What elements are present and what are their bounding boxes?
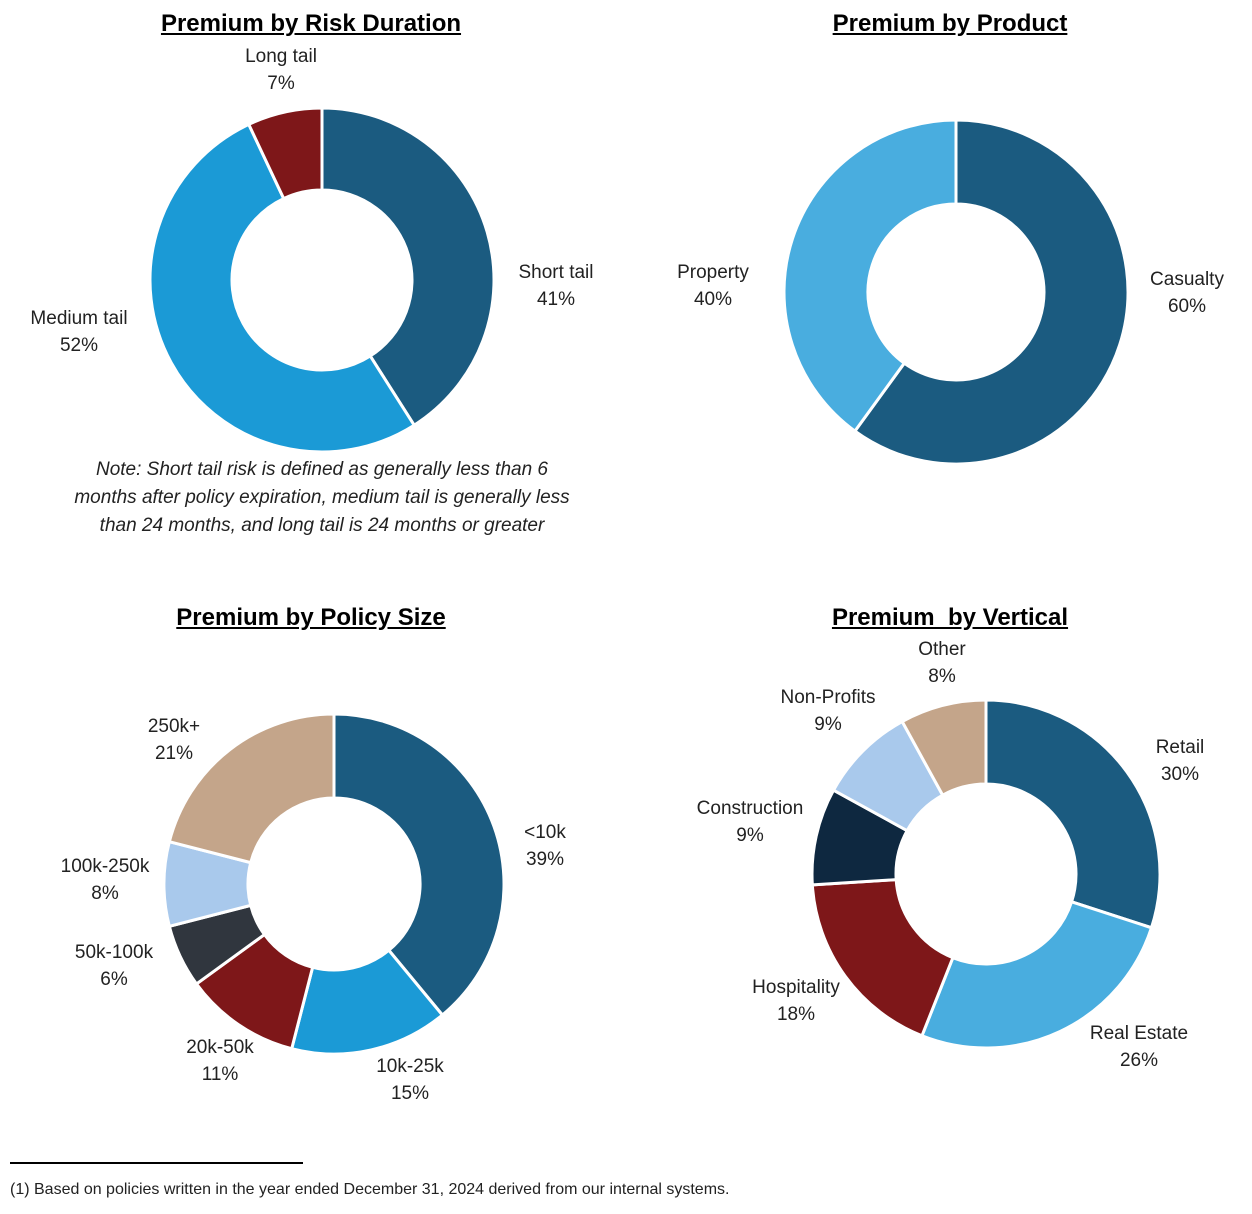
label-medium-tail: Medium tail <box>30 308 127 329</box>
chart-title-risk-duration: Premium by Risk Duration <box>160 10 462 37</box>
slice-10k <box>332 712 506 1018</box>
value-label-10k: 39% <box>526 849 564 870</box>
value-label-non-profits: 9% <box>814 714 842 735</box>
label-non-profits: Non-Profits <box>780 687 875 708</box>
label-casualty: Casualty <box>1150 269 1224 290</box>
value-label-medium-tail: 52% <box>60 335 98 356</box>
slice-medium-tail <box>148 122 417 454</box>
label-20k-50k: 20k-50k <box>186 1037 254 1058</box>
value-label-casualty: 60% <box>1168 296 1206 317</box>
label-10k-25k: 10k-25k <box>376 1056 444 1077</box>
footnote-text: (1) Based on policies written in the yea… <box>10 1181 730 1198</box>
label-property: Property <box>677 262 749 283</box>
value-label-20k-50k: 11% <box>202 1064 239 1085</box>
chart-title-product: Premium by Product <box>832 10 1068 37</box>
chart-note-risk-duration: Note: Short tail risk is defined as gene… <box>74 459 570 536</box>
value-label-100k-250k: 8% <box>91 883 119 904</box>
label-other: Other <box>918 639 966 660</box>
slice-retail <box>984 698 1162 930</box>
chart-title-vertical: Premium by Vertical <box>831 604 1069 631</box>
label-real-estate: Real Estate <box>1090 1023 1188 1044</box>
label-construction: Construction <box>697 798 804 819</box>
footnote-divider <box>10 1162 303 1164</box>
label-100k-250k: 100k-250k <box>61 856 150 877</box>
slice-250k <box>167 712 336 865</box>
label-long-tail: Long tail <box>245 46 317 67</box>
slice-long-tail <box>246 106 324 201</box>
chart-title-policy-size: Premium by Policy Size <box>176 604 446 631</box>
label-short-tail: Short tail <box>519 262 594 283</box>
label-retail: Retail <box>1156 737 1205 758</box>
value-label-construction: 9% <box>736 825 764 846</box>
slice-casualty <box>852 118 1130 466</box>
label-10k: <10k <box>524 822 566 843</box>
slice-property <box>782 118 958 434</box>
value-label-250k: 21% <box>155 743 193 764</box>
label-hospitality: Hospitality <box>752 977 840 998</box>
value-label-50k-100k: 6% <box>100 969 128 990</box>
value-label-retail: 30% <box>1161 764 1199 785</box>
value-label-real-estate: 26% <box>1120 1050 1158 1071</box>
slice-short-tail <box>320 106 496 428</box>
value-label-10k-25k: 15% <box>391 1083 429 1104</box>
label-250k: 250k+ <box>148 716 200 737</box>
slice-other <box>900 698 988 798</box>
value-label-long-tail: 7% <box>267 73 295 94</box>
slice-hospitality <box>810 878 955 1038</box>
value-label-property: 40% <box>694 289 732 310</box>
slice-real-estate <box>919 899 1154 1050</box>
value-label-hospitality: 18% <box>777 1004 815 1025</box>
value-label-other: 8% <box>928 666 956 687</box>
label-50k-100k: 50k-100k <box>75 942 154 963</box>
value-label-short-tail: 41% <box>537 289 575 310</box>
